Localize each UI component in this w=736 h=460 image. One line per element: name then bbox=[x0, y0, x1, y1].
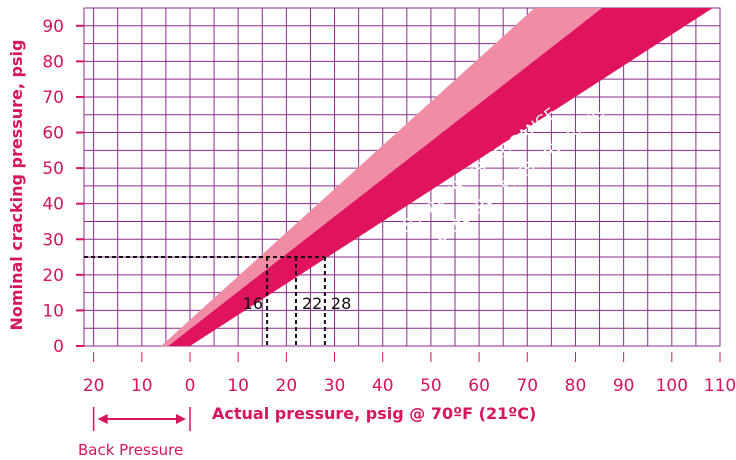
x-tick-label: 10 bbox=[227, 376, 249, 396]
reference-label-16: 16 bbox=[243, 294, 263, 313]
y-axis-title: Nominal cracking pressure, psig bbox=[7, 40, 26, 331]
plot-frame bbox=[83, 7, 721, 347]
x-tick-label: 50 bbox=[420, 376, 442, 396]
y-tick-label: 50 bbox=[42, 159, 64, 179]
y-tick-label: 20 bbox=[42, 266, 64, 286]
x-tick-label: 10 bbox=[131, 376, 153, 396]
back-pressure-arrowhead-right bbox=[176, 414, 186, 424]
y-tick-label: 90 bbox=[42, 17, 64, 37]
y-tick-label: 40 bbox=[42, 195, 64, 215]
back-pressure-label: Back Pressure bbox=[78, 441, 183, 459]
y-tick-label: 60 bbox=[42, 124, 64, 144]
x-axis-ticks: 20 10 0 10 20 30 40 50 60 70 80 90 100 110 bbox=[83, 352, 736, 396]
x-tick-label: 110 bbox=[704, 376, 736, 396]
x-tick-label: 90 bbox=[613, 376, 635, 396]
x-tick-label: 20 bbox=[83, 376, 105, 396]
x-axis-title: Actual pressure, psig @ 70ºF (21ºC) bbox=[212, 404, 536, 423]
reference-lines: 16 22 28 bbox=[84, 256, 351, 346]
back-pressure-arrowhead-left bbox=[97, 414, 108, 424]
y-tick-label: 70 bbox=[42, 88, 64, 108]
x-tick-label: 60 bbox=[468, 376, 490, 396]
x-tick-label: 80 bbox=[565, 376, 587, 396]
y-tick-label: 0 bbox=[53, 337, 64, 357]
reference-label-22: 22 bbox=[302, 294, 322, 313]
y-tick-label: 10 bbox=[42, 301, 64, 321]
x-tick-label: 100 bbox=[656, 376, 688, 396]
x-tick-label: 0 bbox=[185, 376, 196, 396]
x-tick-label: 70 bbox=[516, 376, 538, 396]
band-reseal bbox=[161, 8, 602, 346]
y-tick-label: 30 bbox=[42, 230, 64, 250]
y-tick-label: 80 bbox=[42, 52, 64, 72]
y-axis-ticks: 0 10 20 30 40 50 60 70 80 90 bbox=[42, 17, 84, 357]
x-tick-label: 40 bbox=[372, 376, 394, 396]
reference-label-28: 28 bbox=[331, 294, 351, 313]
x-tick-label: 20 bbox=[276, 376, 298, 396]
band-cracking bbox=[168, 8, 713, 346]
back-pressure-indicator: Back Pressure bbox=[78, 407, 191, 459]
x-tick-label: 30 bbox=[324, 376, 346, 396]
